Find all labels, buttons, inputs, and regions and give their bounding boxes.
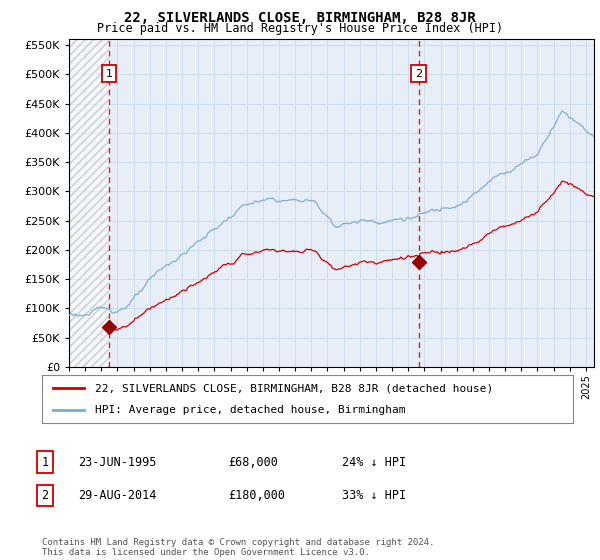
Text: 33% ↓ HPI: 33% ↓ HPI [342, 489, 406, 502]
Text: 23-JUN-1995: 23-JUN-1995 [78, 455, 157, 469]
Text: 2: 2 [41, 489, 49, 502]
Text: HPI: Average price, detached house, Birmingham: HPI: Average price, detached house, Birm… [95, 405, 406, 415]
Text: 29-AUG-2014: 29-AUG-2014 [78, 489, 157, 502]
Text: 22, SILVERLANDS CLOSE, BIRMINGHAM, B28 8JR: 22, SILVERLANDS CLOSE, BIRMINGHAM, B28 8… [124, 11, 476, 25]
Text: 24% ↓ HPI: 24% ↓ HPI [342, 455, 406, 469]
Text: 1: 1 [106, 68, 112, 78]
Text: 1: 1 [41, 455, 49, 469]
Text: £68,000: £68,000 [228, 455, 278, 469]
Text: £180,000: £180,000 [228, 489, 285, 502]
Text: Contains HM Land Registry data © Crown copyright and database right 2024.
This d: Contains HM Land Registry data © Crown c… [42, 538, 434, 557]
Text: 22, SILVERLANDS CLOSE, BIRMINGHAM, B28 8JR (detached house): 22, SILVERLANDS CLOSE, BIRMINGHAM, B28 8… [95, 383, 493, 393]
Text: 2: 2 [415, 68, 422, 78]
Bar [69, 39, 109, 367]
Text: Price paid vs. HM Land Registry's House Price Index (HPI): Price paid vs. HM Land Registry's House … [97, 22, 503, 35]
